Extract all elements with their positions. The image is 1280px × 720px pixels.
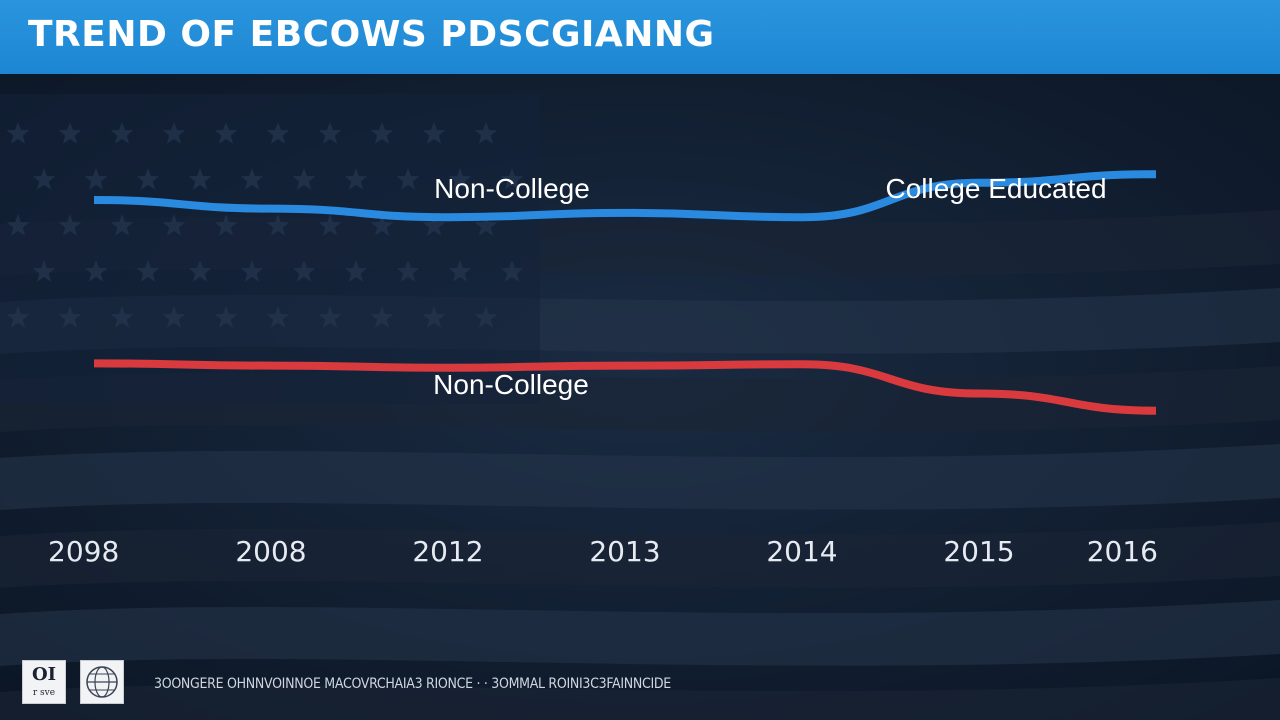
globe-icon [80, 660, 124, 704]
chart-title: TREND OF EBCOWS PDSCGIANNG [28, 14, 715, 55]
series-lines [93, 170, 1157, 415]
annotation-non-college-bottom: Non-College [433, 369, 589, 400]
x-tick-label: 2013 [589, 535, 660, 568]
x-tick-label: 2098 [48, 535, 119, 568]
annotations: Non-College College Educated Non-College [433, 173, 1106, 400]
series-line-2 [93, 359, 1157, 415]
footer: OI r sve 3OONGERE OHNNVOINNOE MACOVRCHAI… [0, 650, 1280, 720]
x-tick-label: 2008 [235, 535, 306, 568]
x-tick-label: 2014 [766, 535, 837, 568]
title-bar: TREND OF EBCOWS PDSCGIANNG [0, 0, 1280, 74]
annotation-non-college-top: Non-College [434, 173, 590, 204]
x-tick-label: 2015 [943, 535, 1014, 568]
x-tick-label: 2016 [1087, 535, 1158, 568]
footer-source-text: 3OONGERE OHNNVOINNOE MACOVRCHAIA3 RIONCE… [154, 676, 671, 692]
x-axis-ticks: 2098 2008 2012 2013 2014 2015 2016 [48, 535, 1158, 568]
x-tick-label: 2012 [412, 535, 483, 568]
chart-area: Non-College College Educated Non-College… [0, 74, 1280, 720]
source-logo: OI r sve [22, 660, 66, 704]
annotation-college-educated: College Educated [885, 173, 1106, 204]
flag-background [0, 74, 1280, 720]
series-line-1 [93, 170, 1157, 222]
line-chart: Non-College College Educated Non-College… [0, 74, 1280, 720]
